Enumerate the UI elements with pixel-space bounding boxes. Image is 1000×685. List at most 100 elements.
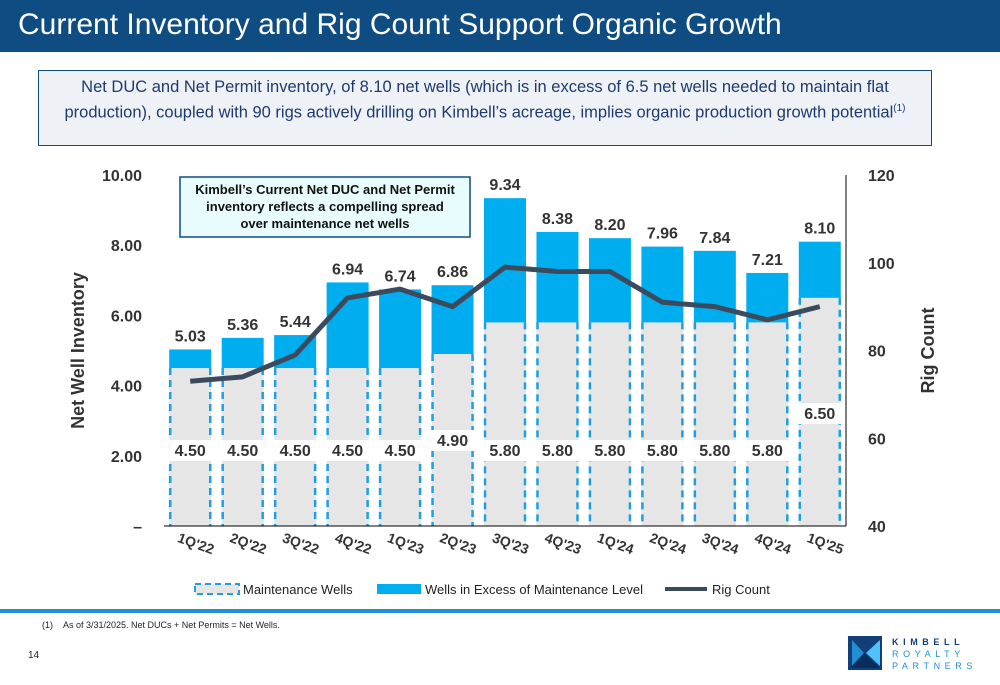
logo-line-1: KIMBELL [892, 637, 965, 647]
total-label: 6.86 [437, 264, 468, 281]
maintenance-label: 5.80 [542, 443, 573, 460]
maintenance-label-bg [430, 430, 475, 451]
y-axis-title: Net Well Inventory [68, 272, 88, 429]
total-label: 8.38 [542, 211, 573, 228]
footnote-marker: (1) [42, 620, 53, 630]
y2-tick-label: 60 [868, 431, 886, 448]
x-tick-label: 3Q'23 [490, 529, 531, 557]
x-tick-label: 1Q'24 [595, 529, 636, 557]
annotation-text: inventory reflects a compelling spread [206, 199, 444, 214]
maintenance-label-bg [220, 440, 265, 461]
maintenance-label: 4.50 [332, 443, 363, 460]
logo-line-2: ROYALTY [892, 649, 965, 659]
maintenance-label: 5.80 [594, 443, 625, 460]
total-label: 5.44 [280, 314, 311, 331]
logo-line-3: PARTNERS [892, 661, 977, 671]
maintenance-label: 5.80 [699, 443, 730, 460]
x-tick-label: 1Q'23 [385, 529, 426, 557]
callout-text: Net DUC and Net Permit inventory, of 8.1… [64, 78, 894, 122]
excess-bar [536, 231, 579, 323]
x-tick-label: 3Q'22 [280, 529, 321, 557]
title-bar: Current Inventory and Rig Count Support … [0, 0, 1000, 52]
legend-label: Wells in Excess of Maintenance Level [425, 582, 643, 597]
total-label: 6.94 [332, 261, 363, 278]
excess-bar [169, 349, 212, 369]
y2-axis-title: Rig Count [918, 308, 938, 394]
maintenance-label-bg [378, 440, 423, 461]
slide-title: Current Inventory and Rig Count Support … [18, 8, 782, 41]
total-label: 5.03 [175, 328, 206, 345]
annotation-box [179, 176, 471, 238]
maintenance-label: 5.80 [752, 443, 783, 460]
logo-mark-icon [848, 636, 882, 670]
maintenance-label-bg [745, 440, 790, 461]
x-tick-label: 4Q'24 [753, 529, 794, 557]
inventory-chart: – 2.00 4.00 6.00 8.00 10.00 40 60 80 100 120 Net We… [68, 168, 938, 597]
excess-bar [221, 337, 264, 369]
maintenance-label-bg [640, 440, 685, 461]
total-label: 6.74 [385, 268, 416, 285]
y-tick-label: – [133, 519, 142, 536]
callout-box: Net DUC and Net Permit inventory, of 8.1… [38, 70, 932, 146]
annotation-text: Kimbell’s Current Net DUC and Net Permit [195, 182, 455, 197]
total-label: 8.10 [804, 221, 835, 238]
maintenance-label-bg [273, 440, 318, 461]
maintenance-label-bg [168, 440, 213, 461]
annotation-text: over maintenance net wells [240, 216, 409, 231]
company-logo: KIMBELL ROYALTY PARTNERS [848, 636, 988, 672]
x-tick-label: 4Q'23 [543, 529, 584, 557]
maintenance-label-bg [692, 440, 737, 461]
callout-footnote-ref: (1) [893, 103, 906, 114]
excess-bar [379, 289, 422, 369]
maintenance-label: 5.80 [489, 443, 520, 460]
legend-label: Rig Count [712, 582, 770, 597]
legend-label: Maintenance Wells [243, 582, 353, 597]
x-tick-label: 2Q'23 [438, 529, 479, 557]
y2-tick-label: 40 [868, 519, 886, 536]
excess-bar [641, 246, 684, 323]
y2-tick-label: 120 [868, 168, 895, 185]
maintenance-label: 4.50 [385, 443, 416, 460]
legend-swatch-excess [377, 584, 421, 594]
footnote-text: As of 3/31/2025. Net DUCs + Net Permits … [63, 620, 280, 630]
x-tick-label: 4Q'22 [333, 529, 374, 557]
page-number: 14 [28, 650, 40, 661]
maintenance-bar [588, 322, 631, 526]
maintenance-label-bg [483, 440, 527, 461]
y-tick-label: 6.00 [111, 308, 142, 325]
x-tick-label: 3Q'24 [700, 529, 741, 557]
maintenance-label-bg [587, 440, 632, 461]
total-label: 7.84 [699, 230, 730, 247]
maintenance-label-bg [325, 440, 370, 461]
y-tick-label: 8.00 [111, 238, 142, 255]
x-tick-label: 2Q'22 [228, 529, 269, 557]
footnote: (1) As of 3/31/2025. Net DUCs + Net Permi… [42, 620, 290, 630]
x-tick-label: 2Q'24 [648, 529, 689, 557]
total-label: 9.34 [489, 177, 520, 194]
maintenance-bar [484, 322, 526, 526]
total-label: 5.36 [227, 317, 258, 334]
maintenance-label: 6.50 [804, 406, 835, 423]
y2-tick-label: 100 [868, 256, 895, 273]
excess-bar [798, 241, 841, 298]
maintenance-bar [536, 322, 579, 526]
total-label: 7.21 [752, 252, 783, 269]
x-tick-label: 1Q'22 [176, 529, 217, 557]
maintenance-label: 5.80 [647, 443, 678, 460]
maintenance-bar [746, 322, 789, 526]
y-tick-label: 4.00 [111, 379, 142, 396]
maintenance-label: 4.50 [280, 443, 311, 460]
y-tick-label: 2.00 [111, 449, 142, 466]
maintenance-label: 4.50 [175, 443, 206, 460]
maintenance-label-bg [797, 403, 842, 424]
total-label: 7.96 [647, 226, 678, 243]
maintenance-bar [641, 322, 684, 526]
y-tick-label: 10.00 [102, 168, 142, 185]
x-tick-label: 1Q'25 [805, 529, 846, 557]
y2-tick-label: 80 [868, 344, 886, 361]
maintenance-label: 4.50 [227, 443, 258, 460]
rig-count-line [190, 264, 821, 384]
excess-bar [484, 198, 526, 323]
maintenance-bar [693, 322, 736, 526]
maintenance-label: 4.90 [437, 433, 468, 450]
